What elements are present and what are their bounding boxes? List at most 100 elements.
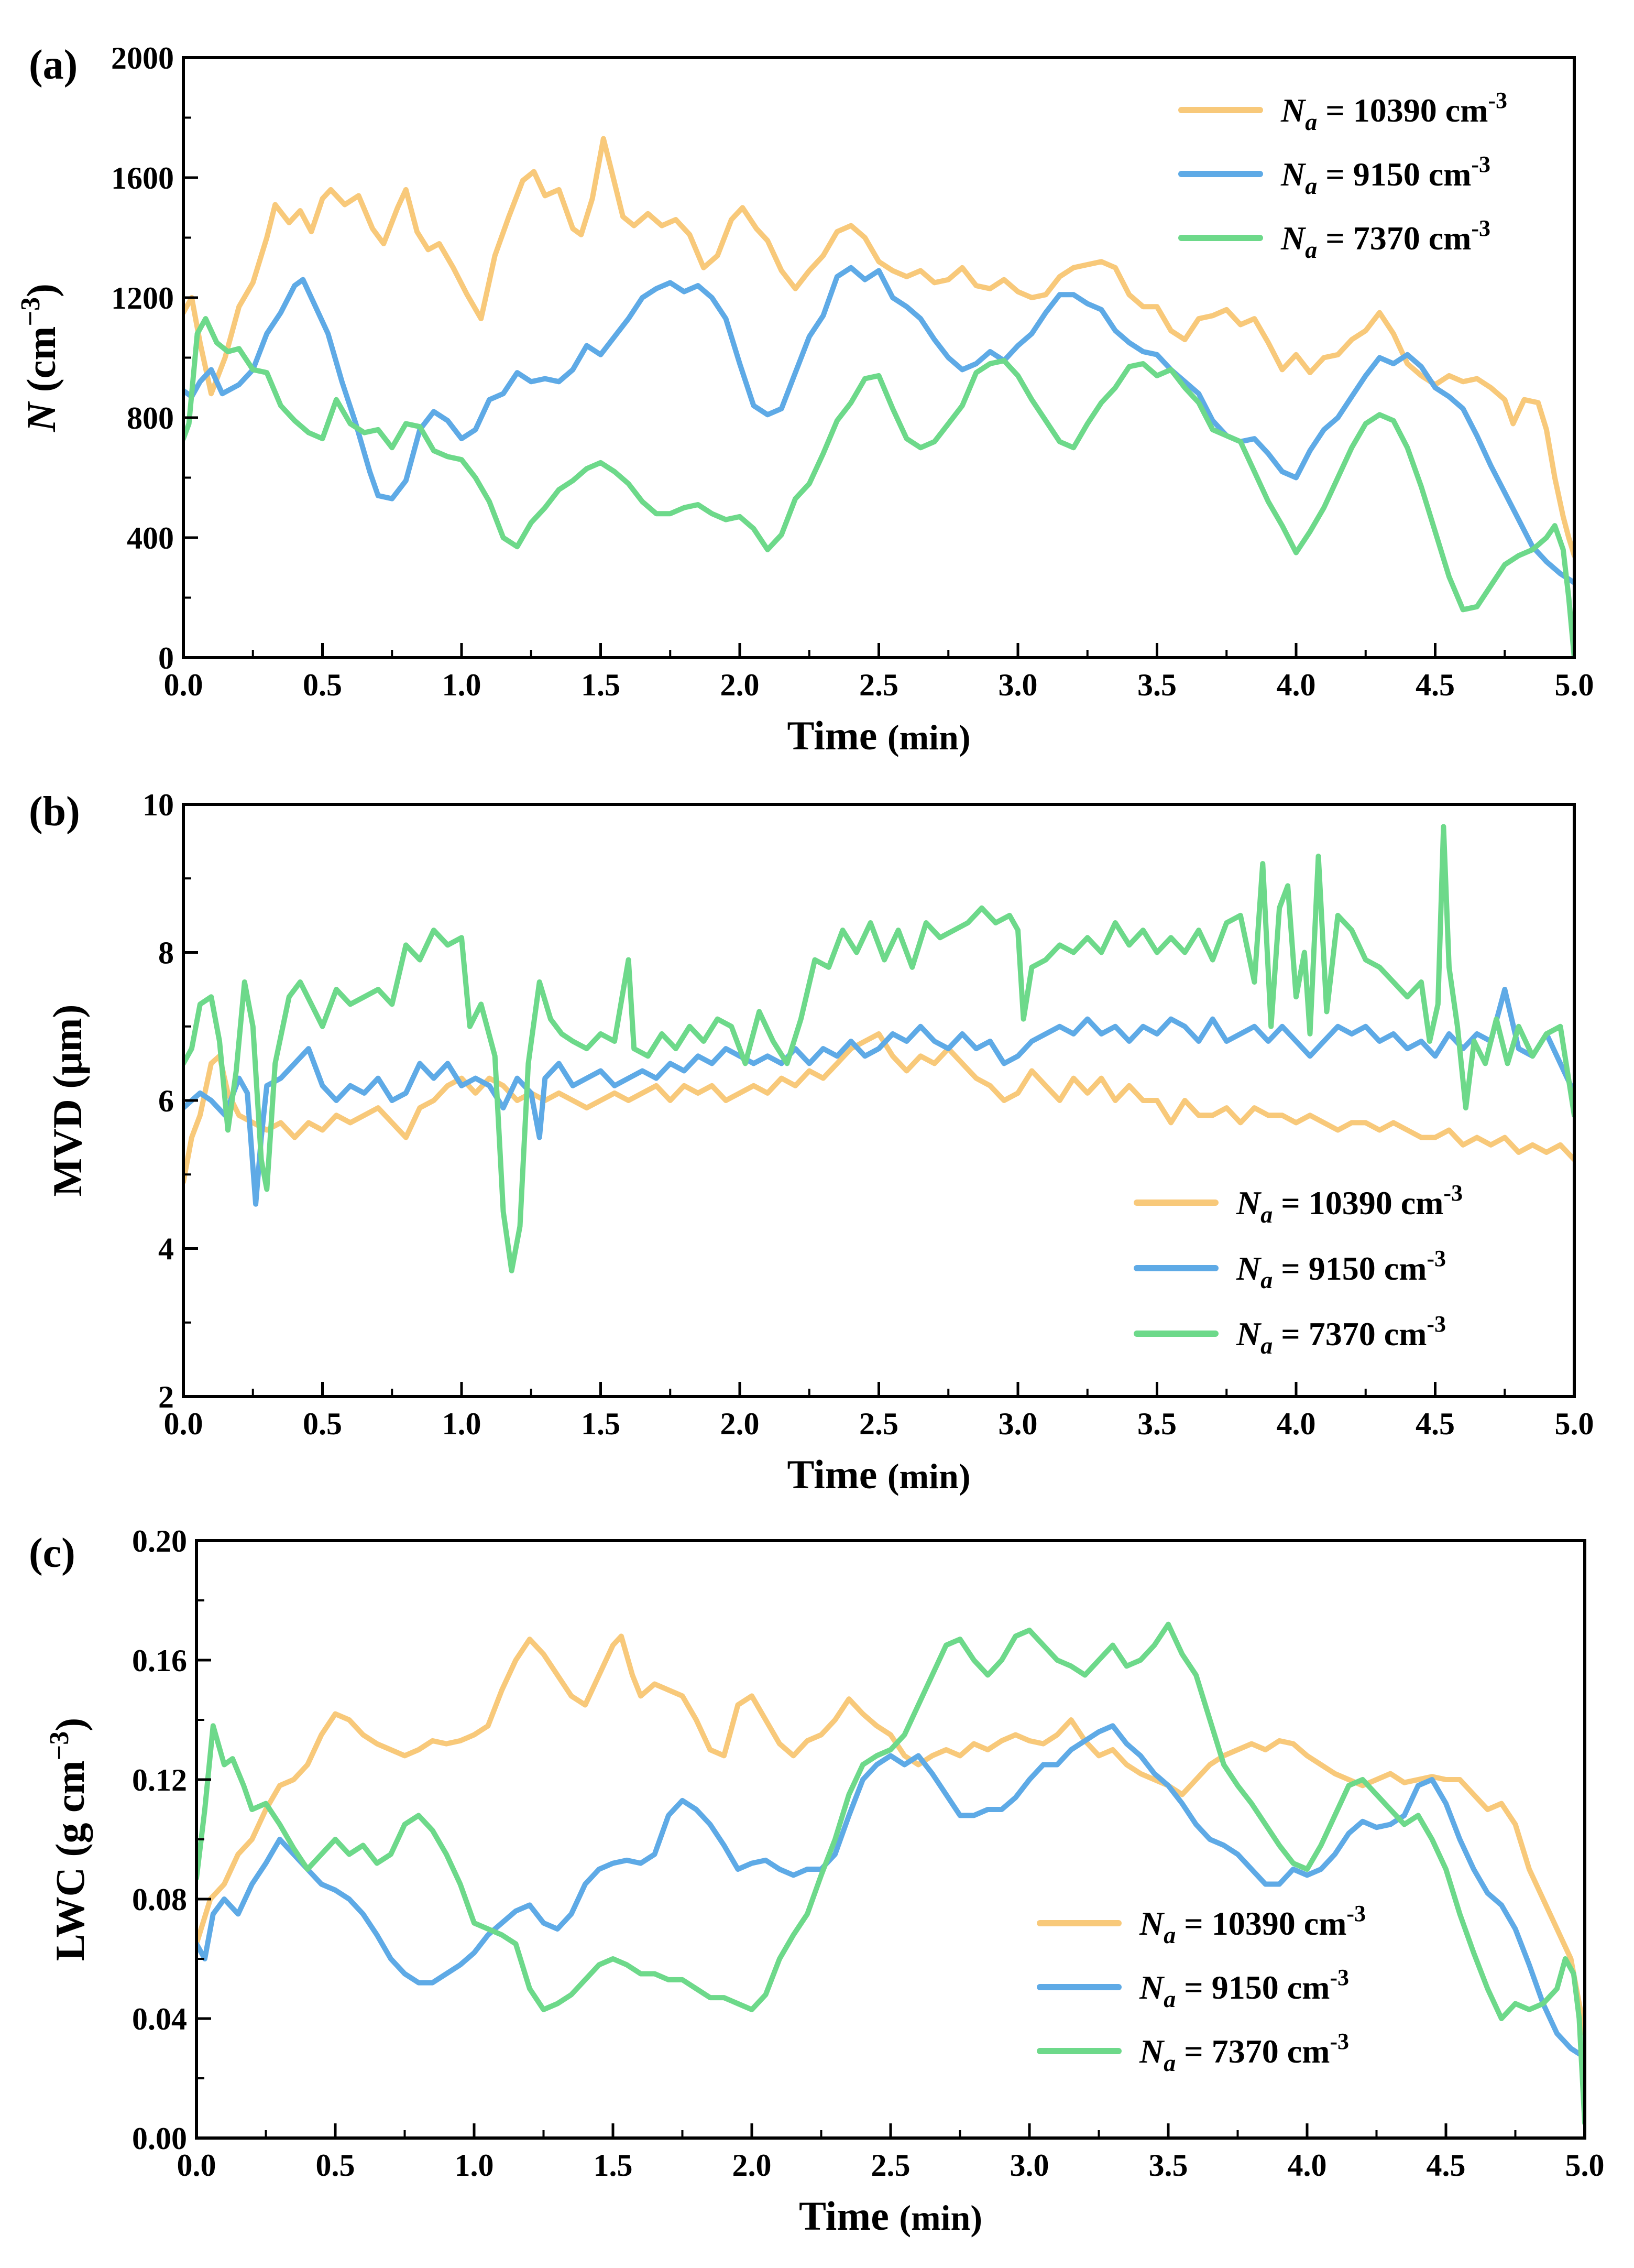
y-axis-title-sup: −3: [45, 1731, 74, 1761]
series-line-na-10390: [183, 1031, 1574, 1185]
x-tick-label: 0.0: [177, 2148, 216, 2183]
legend-label: Na = 9150 cm-3: [1139, 1965, 1349, 2012]
plot-frame: [182, 56, 1576, 659]
legend-sup: -3: [1330, 1965, 1349, 1990]
legend-subscript: a: [1305, 236, 1317, 263]
legend-symbol: N: [1139, 1905, 1165, 1942]
y-axis-title-close: ): [18, 284, 64, 297]
legend-label: Na = 9150 cm-3: [1236, 1246, 1446, 1293]
x-tick-label: 3.5: [1137, 1406, 1177, 1441]
y-tick-label: 2: [158, 1380, 174, 1414]
x-tick-label: 1.0: [442, 668, 481, 702]
x-tick-label: 0.5: [303, 1406, 342, 1441]
x-tick-label: 4.0: [1288, 2148, 1327, 2183]
legend-sup: -3: [1346, 1901, 1366, 1926]
legend-subscript: a: [1164, 2049, 1176, 2076]
legend-label: Na = 7370 cm-3: [1280, 215, 1490, 263]
legend-label: Na = 7370 cm-3: [1139, 2029, 1349, 2076]
x-tick-label: 4.0: [1277, 1406, 1316, 1441]
legend-symbol: N: [1280, 220, 1307, 257]
legend-sup: -3: [1471, 215, 1490, 241]
x-tick-label: 0.5: [316, 2148, 355, 2183]
y-axis-title-symbol: N: [18, 401, 64, 432]
x-axis-title: Time (min): [787, 1452, 970, 1497]
legend-symbol: N: [1280, 156, 1307, 193]
x-tick-label: 1.0: [455, 2148, 494, 2183]
legend-text: = 10390 cm: [1317, 92, 1488, 129]
legend-subscript: a: [1305, 108, 1317, 135]
legend-subscript: a: [1164, 1986, 1176, 2012]
legend-symbol: N: [1236, 1315, 1262, 1353]
x-tick-label: 2.0: [720, 668, 760, 702]
series-line-na-9150: [196, 1723, 1585, 2060]
series-line-na-7370: [183, 824, 1574, 1273]
x-tick-label: 0.0: [164, 1406, 203, 1441]
y-tick-label: 0.12: [132, 1763, 187, 1797]
legend-sup: -3: [1427, 1311, 1446, 1337]
x-axis-title-text: Time: [787, 1452, 887, 1497]
y-tick-label: 6: [158, 1084, 174, 1118]
x-axis-title: Time (min): [787, 713, 970, 758]
legend-symbol: N: [1139, 1969, 1165, 2006]
series-line-na-10390: [196, 1633, 1585, 2036]
series-line-na-9150: [183, 265, 1574, 585]
legend: Na = 10390 cm-3Na = 9150 cm-3Na = 7370 c…: [1134, 1180, 1463, 1359]
series-line-na-7370: [196, 1621, 1585, 2126]
legend-symbol: N: [1139, 2033, 1165, 2070]
x-axis-title-unit: (min): [887, 717, 971, 757]
legend-sup: -3: [1330, 2029, 1349, 2054]
y-tick-label: 0.00: [132, 2121, 187, 2156]
y-tick-label: 800: [127, 401, 174, 435]
legend-text: = 7370 cm: [1176, 2033, 1330, 2070]
panel-2: 0.0 0.5 1.0 1.5 2.0 2.5 3.0 3.5 4.0 4.5 5.0 2 4 6 8 10 T…: [29, 788, 1594, 1497]
y-tick-label: 10: [142, 788, 174, 822]
x-tick-label: 1.5: [581, 668, 620, 702]
legend-label: Na = 10390 cm-3: [1280, 88, 1507, 135]
y-axis-title: MVD (μm): [45, 1005, 90, 1197]
legend-symbol: N: [1236, 1250, 1262, 1287]
legend-sup: -3: [1443, 1180, 1463, 1206]
legend-symbol: N: [1280, 92, 1307, 129]
panel-label: (b): [29, 789, 80, 835]
y-axis-title: N (cm−3): [16, 284, 64, 432]
legend-subscript: a: [1260, 1332, 1273, 1359]
x-axis-title-text: Time: [799, 2193, 899, 2239]
legend-sup: -3: [1471, 151, 1490, 177]
legend-subscript: a: [1260, 1201, 1273, 1228]
y-axis-title-text: LWC (g cm: [47, 1760, 93, 1961]
x-tick-label: 1.5: [581, 1406, 620, 1441]
y-tick-label: 0: [158, 641, 174, 675]
y-tick-label: 8: [158, 936, 174, 971]
y-axis-title-close: ): [47, 1718, 93, 1731]
legend-label: Na = 9150 cm-3: [1280, 151, 1490, 199]
legend: Na = 10390 cm-3Na = 9150 cm-3Na = 7370 c…: [1037, 1901, 1366, 2076]
legend-subscript: a: [1260, 1267, 1273, 1293]
x-tick-label: 2.0: [732, 2148, 772, 2183]
y-tick-label: 0.04: [132, 2002, 187, 2036]
legend: Na = 10390 cm-3Na = 9150 cm-3Na = 7370 c…: [1178, 88, 1507, 263]
y-tick-label: 0.08: [132, 1882, 187, 1917]
y-tick-label: 2000: [111, 41, 174, 75]
series-line-na-9150: [183, 987, 1574, 1207]
x-axis-title: Time (min): [799, 2193, 982, 2239]
x-tick-label: 4.5: [1427, 2148, 1466, 2183]
x-tick-label: 5.0: [1565, 2148, 1605, 2183]
y-axis-title-sup: −3: [16, 297, 46, 326]
x-tick-label: 4.0: [1277, 668, 1316, 702]
x-tick-label: 2.5: [859, 668, 898, 702]
y-axis-title-text: MVD (μm): [45, 1005, 90, 1197]
legend-text: = 10390 cm: [1176, 1905, 1346, 1942]
panel-label: (a): [29, 42, 78, 88]
legend-symbol: N: [1236, 1184, 1262, 1222]
x-axis-title-unit: (min): [887, 1456, 971, 1496]
panel-1: 0.0 0.5 1.0 1.5 2.0 2.5 3.0 3.5 4.0 4.5 5.0 0 400 800…: [16, 41, 1594, 758]
x-tick-label: 1.0: [442, 1406, 481, 1441]
x-tick-label: 2.5: [871, 2148, 911, 2183]
x-tick-label: 1.5: [594, 2148, 633, 2183]
x-tick-label: 0.0: [164, 668, 203, 702]
x-tick-label: 2.0: [720, 1406, 760, 1441]
x-tick-label: 3.0: [999, 668, 1038, 702]
x-tick-label: 5.0: [1555, 1406, 1594, 1441]
legend-text: = 7370 cm: [1317, 220, 1471, 257]
